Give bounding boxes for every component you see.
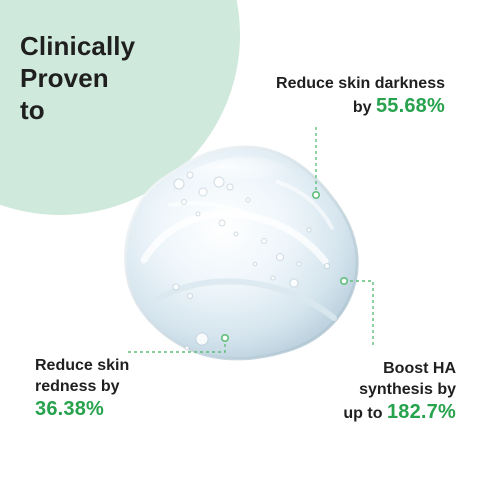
- callout-skin-darkness: Reduce skin darkness by 55.68%: [225, 73, 445, 118]
- callout-skin-darkness-line-2: by 55.68%: [225, 94, 445, 118]
- callout-skin-darkness-prefix: by: [352, 99, 376, 116]
- callout-redness-line-1: Reduce skin: [35, 357, 130, 374]
- callout-ha-synthesis-line-1: Boost HA: [383, 360, 456, 377]
- headline-line-1: Clinically: [20, 31, 136, 61]
- headline-line-2: Proven: [20, 63, 109, 93]
- callout-skin-darkness-line-1: Reduce skin darkness: [276, 75, 445, 92]
- callout-ha-synthesis-prefix: up to: [343, 405, 387, 422]
- redness-metric: 36.38%: [35, 398, 105, 420]
- callout-ha-synthesis-line-3: up to 182.7%: [316, 400, 456, 424]
- callout-ha-synthesis: Boost HA synthesis by up to 182.7%: [316, 358, 456, 424]
- serum-gel-image: [124, 145, 359, 361]
- callout-redness: Reduce skin redness by 36.38%: [35, 355, 185, 421]
- ha-synthesis-metric: 182.7%: [386, 401, 456, 423]
- headline-line-3: to: [20, 95, 45, 125]
- callout-redness-line-2: redness by: [35, 378, 120, 395]
- skin-darkness-metric: 55.68%: [375, 95, 445, 117]
- headline: Clinically Proven to: [20, 30, 190, 126]
- callout-ha-synthesis-line-2: synthesis by: [359, 381, 456, 398]
